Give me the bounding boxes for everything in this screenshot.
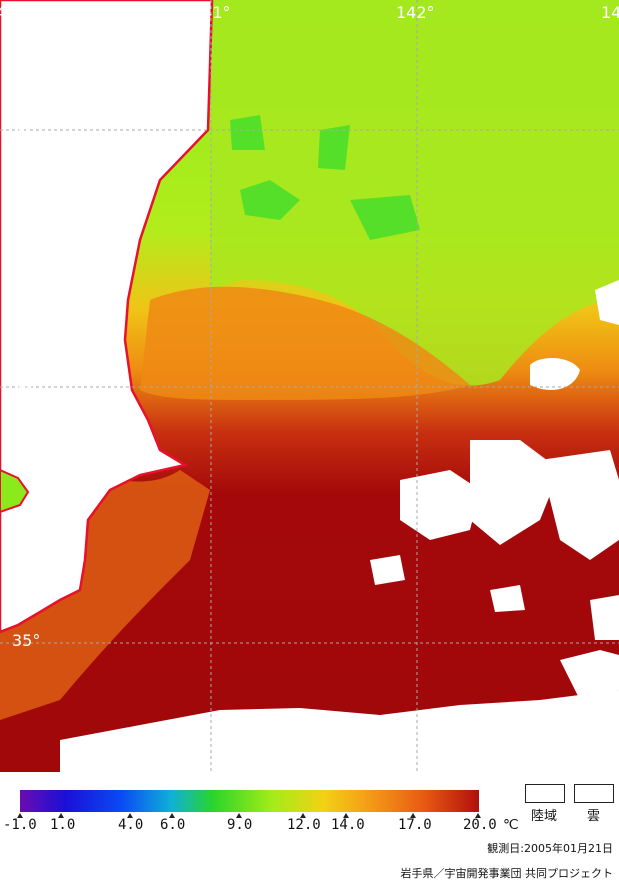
colorbar-label: 14.0 xyxy=(331,817,365,833)
coastal-orange-band xyxy=(0,470,210,720)
orange-front xyxy=(140,286,470,400)
green-patches xyxy=(230,115,420,240)
colorbar-label: 17.0 xyxy=(398,817,432,833)
colorbar-tick xyxy=(475,813,481,818)
land-key-label: 陸域 xyxy=(531,809,558,824)
colorbar-tick xyxy=(300,813,306,818)
colorbar-tick xyxy=(58,813,64,818)
temperature-colorbar xyxy=(20,790,479,812)
latitude-label-36: 36° xyxy=(12,375,41,394)
observation-date: 観測日:2005年01月21日 xyxy=(487,842,613,855)
graticule xyxy=(0,0,619,772)
latitude-label-35: 35° xyxy=(12,631,41,650)
cool-water-region xyxy=(210,0,619,386)
longitude-label-143: 14 xyxy=(601,3,619,22)
colorbar-label: 1.0 xyxy=(50,817,76,833)
cloud-key-label: 雲 xyxy=(587,809,601,824)
colorbar-tick xyxy=(169,813,175,818)
land-honshu xyxy=(0,0,214,634)
longitude-label-141: 141° xyxy=(192,3,231,22)
cloud-patches xyxy=(60,280,619,772)
colorbar-label: 12.0 xyxy=(287,817,321,833)
credit-line: 岩手県／宇宙開発事業団 共同プロジェクト xyxy=(400,867,614,880)
colorbar-label: 20.0 xyxy=(463,817,497,833)
colorbar-tick xyxy=(410,813,416,818)
temperature-unit: ℃ xyxy=(503,817,519,833)
colorbar-label: -1.0 xyxy=(3,817,37,833)
sea-surface-temperature-map xyxy=(0,0,619,772)
longitude-label-142: 142° xyxy=(396,3,435,22)
colorbar-label: 9.0 xyxy=(227,817,253,833)
legend: -1.0 1.0 4.0 6.0 9.0 12.0 14.0 17.0 20.0… xyxy=(0,772,619,881)
colorbar-tick xyxy=(236,813,242,818)
land-boso-tip xyxy=(0,468,30,514)
colorbar-label: 4.0 xyxy=(118,817,144,833)
colorbar-tick xyxy=(127,813,133,818)
land-key-swatch xyxy=(525,784,565,803)
cloud-key-swatch xyxy=(574,784,614,803)
latitude-label-37: 37° xyxy=(12,118,41,137)
colorbar-tick xyxy=(343,813,349,818)
longitude-label-140: 40° xyxy=(0,3,25,22)
colorbar-label: 6.0 xyxy=(160,817,186,833)
colorbar-tick xyxy=(17,813,23,818)
